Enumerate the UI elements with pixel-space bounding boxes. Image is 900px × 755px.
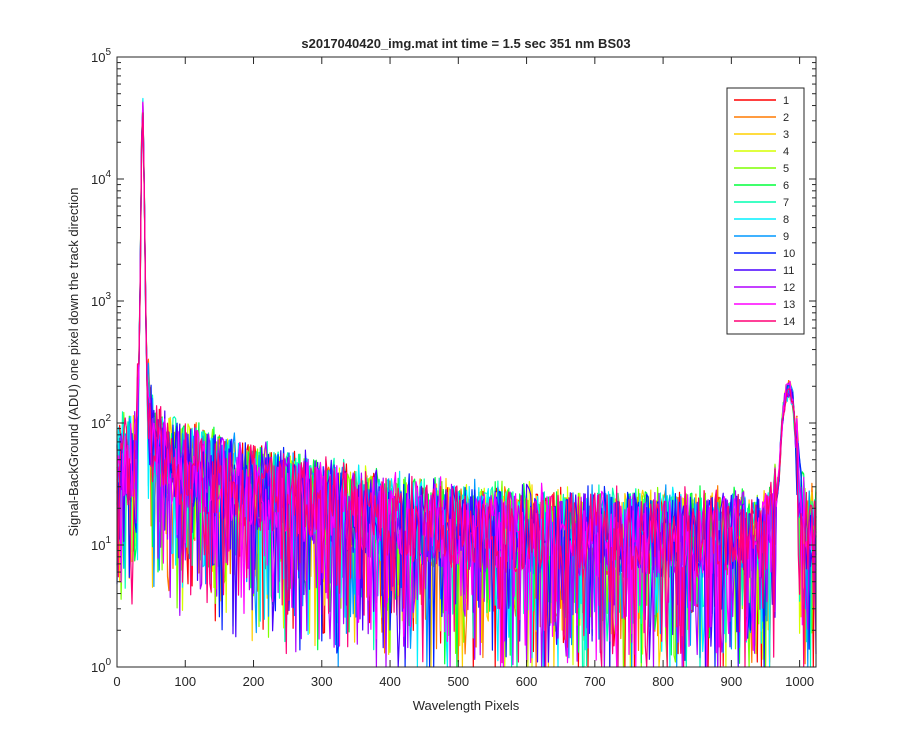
y-tick-label: 101 [91, 535, 111, 553]
x-tick-label: 1000 [785, 674, 814, 689]
y-tick-label: 100 [91, 657, 111, 675]
x-tick-label: 100 [174, 674, 196, 689]
legend-label-1: 1 [783, 95, 789, 107]
legend-label-6: 6 [783, 180, 789, 192]
legend-label-7: 7 [783, 197, 789, 209]
x-tick-label: 0 [113, 674, 120, 689]
legend-label-9: 9 [783, 231, 789, 243]
x-tick-label: 500 [447, 674, 469, 689]
legend-label-13: 13 [783, 299, 795, 311]
legend-label-10: 10 [783, 248, 795, 260]
x-tick-label: 700 [584, 674, 606, 689]
x-tick-label: 300 [311, 674, 333, 689]
y-tick-label: 105 [91, 47, 111, 65]
chart-title: s2017040420_img.mat int time = 1.5 sec 3… [301, 36, 630, 51]
x-axis-label: Wavelength Pixels [413, 698, 520, 713]
legend-label-14: 14 [783, 316, 795, 328]
series-layer [116, 97, 817, 668]
legend-label-5: 5 [783, 163, 789, 175]
x-tick-label: 800 [652, 674, 674, 689]
ticks-layer: 0 100 200 300 400 500 600 700 800 900 100010010110… [91, 47, 816, 689]
axes-box [116, 56, 817, 668]
x-tick-label: 400 [379, 674, 401, 689]
x-tick-label: 600 [516, 674, 538, 689]
series-line-9 [116, 105, 817, 668]
legend-label-12: 12 [783, 282, 795, 294]
y-axis-label: Signal-BackGround (ADU) one pixel down t… [66, 187, 81, 536]
series-line-14 [116, 112, 817, 668]
legend-box [726, 87, 805, 335]
legend-label-2: 2 [783, 112, 789, 124]
legend-label-3: 3 [783, 129, 789, 141]
y-tick-label: 103 [91, 291, 111, 309]
x-tick-label: 200 [243, 674, 265, 689]
y-tick-label: 104 [91, 169, 111, 187]
y-tick-label: 102 [91, 413, 111, 431]
legend-label-11: 11 [783, 265, 794, 277]
legend-label-4: 4 [783, 146, 789, 158]
legend-label-8: 8 [783, 214, 789, 226]
x-tick-label: 900 [721, 674, 743, 689]
